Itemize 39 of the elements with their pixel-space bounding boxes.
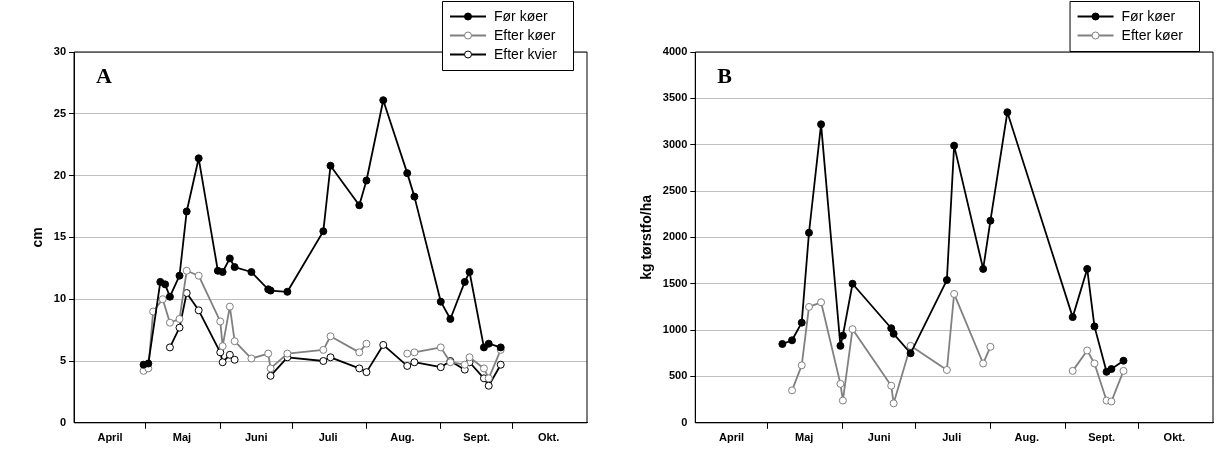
annotation: A (96, 62, 113, 88)
x-tick-label: Juli (942, 431, 962, 444)
x-tick-label: Aug. (1014, 431, 1039, 444)
x-tick-label: April (719, 431, 745, 444)
y-tick-label: 3000 (662, 137, 688, 150)
y-tick-label: 15 (53, 230, 67, 243)
x-tick-label: Juni (244, 431, 268, 444)
legend-label: Efter kvier (493, 46, 558, 63)
x-tick-label: April (97, 431, 123, 444)
y-tick-label: 1500 (662, 276, 688, 289)
x-tick-label: Okt. (537, 431, 560, 444)
legend-label: Før køer (1121, 8, 1176, 25)
x-tick-label: Aug. (390, 431, 415, 444)
y-tick-label: 1000 (662, 323, 688, 336)
y-tick-label: 20 (53, 168, 67, 181)
annotation: B (717, 62, 733, 88)
x-tick-label: Sept. (463, 431, 491, 444)
y-tick-label: 4000 (662, 45, 688, 58)
x-tick-label: Okt. (1163, 431, 1185, 444)
y-tick-label: 2500 (662, 184, 688, 197)
y-tick-label: 0 (59, 415, 67, 428)
legend-label: Efter køer (1121, 27, 1184, 44)
y-tick-label: 5 (59, 354, 67, 367)
y-tick-label: 2000 (662, 230, 688, 243)
x-tick-label: Sept. (1088, 431, 1116, 444)
legend-label: Efter køer (493, 27, 556, 44)
y-tick-label: 3500 (662, 91, 688, 104)
y-tick-label: 0 (681, 415, 688, 428)
y-axis-title: cm (29, 227, 46, 248)
y-tick-label: 10 (53, 292, 67, 305)
y-tick-label: 30 (53, 45, 67, 58)
x-tick-label: Maj (172, 431, 192, 444)
y-axis-title: kg tørstfo/ha (638, 194, 655, 280)
x-tick-label: Juni (867, 431, 891, 444)
y-tick-label: 500 (668, 369, 688, 382)
x-tick-label: Maj (794, 431, 814, 444)
legend-label: Før køer (493, 8, 548, 25)
x-tick-label: Juli (318, 431, 338, 444)
y-tick-label: 25 (53, 106, 67, 119)
